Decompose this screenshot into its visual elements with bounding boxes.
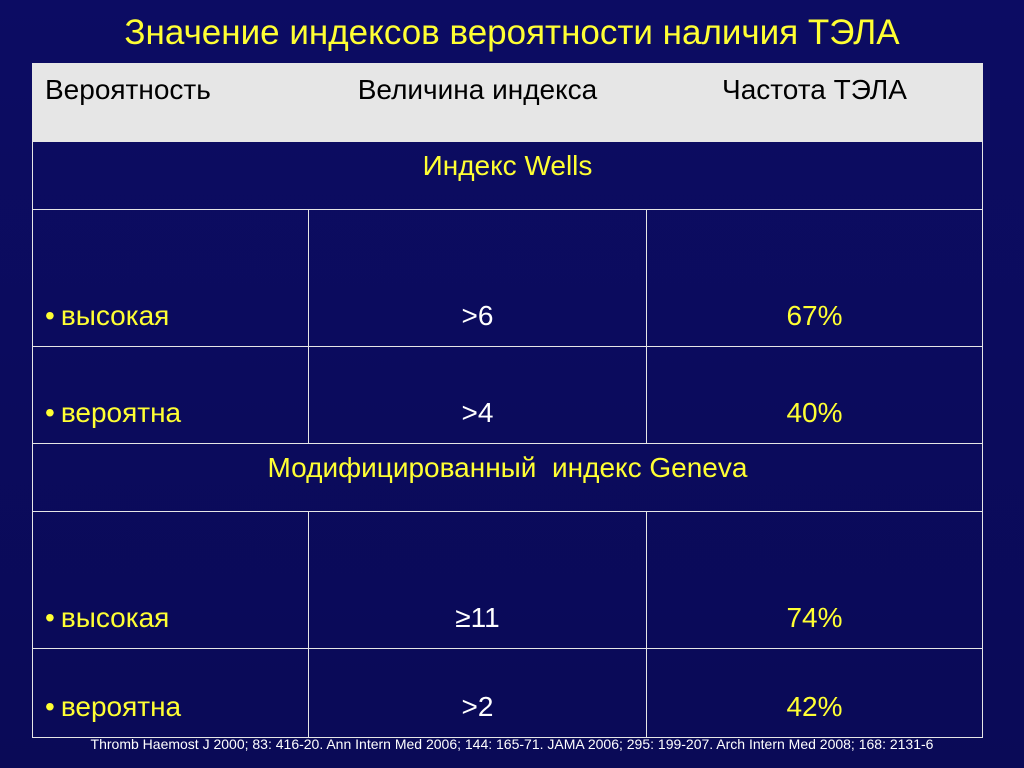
frequency-cell: 42% — [646, 648, 983, 738]
pe-probability-table: Вероятность Величина индекса Частота ТЭЛ… — [32, 63, 983, 738]
slide-title: Значение индексов вероятности наличия ТЭ… — [124, 13, 900, 52]
category-label: вероятна — [60, 691, 182, 722]
references-footnote: Thromb Haemost J 2000; 83: 416-20. Ann I… — [90, 736, 934, 752]
index-value-cell: >2 — [308, 648, 647, 738]
table-row: • высокая >6 67% — [32, 209, 983, 347]
header-probability: Вероятность — [32, 63, 309, 142]
index-value-cell: ≥11 — [308, 511, 647, 649]
category-label: вероятна — [60, 397, 182, 428]
table-header-row: Вероятность Величина индекса Частота ТЭЛ… — [32, 63, 983, 142]
index-value-cell: >6 — [308, 209, 647, 347]
section-title-geneva: Модифицированный индекс Geneva — [32, 443, 983, 512]
category-cell: • вероятна — [32, 346, 309, 444]
table-row: • вероятна >4 40% — [32, 346, 983, 444]
table-row: • вероятна >2 42% — [32, 648, 983, 738]
header-index-value: Величина индекса — [308, 63, 647, 142]
section-row-wells: Индекс Wells — [32, 141, 983, 210]
frequency-cell: 67% — [646, 209, 983, 347]
bullet: • — [45, 397, 55, 428]
table-row: • высокая ≥11 74% — [32, 511, 983, 649]
category-cell: • высокая — [32, 209, 309, 347]
section-title-wells: Индекс Wells — [32, 141, 983, 210]
frequency-cell: 40% — [646, 346, 983, 444]
bullet: • — [45, 691, 55, 722]
category-label: высокая — [60, 300, 170, 331]
index-value-cell: >4 — [308, 346, 647, 444]
frequency-cell: 74% — [646, 511, 983, 649]
category-cell: • вероятна — [32, 648, 309, 738]
header-pe-frequency: Частота ТЭЛА — [646, 63, 983, 142]
category-label: высокая — [60, 602, 170, 633]
bullet: • — [45, 300, 55, 331]
category-cell: • высокая — [32, 511, 309, 649]
section-row-geneva: Модифицированный индекс Geneva — [32, 443, 983, 512]
bullet: • — [45, 602, 55, 633]
